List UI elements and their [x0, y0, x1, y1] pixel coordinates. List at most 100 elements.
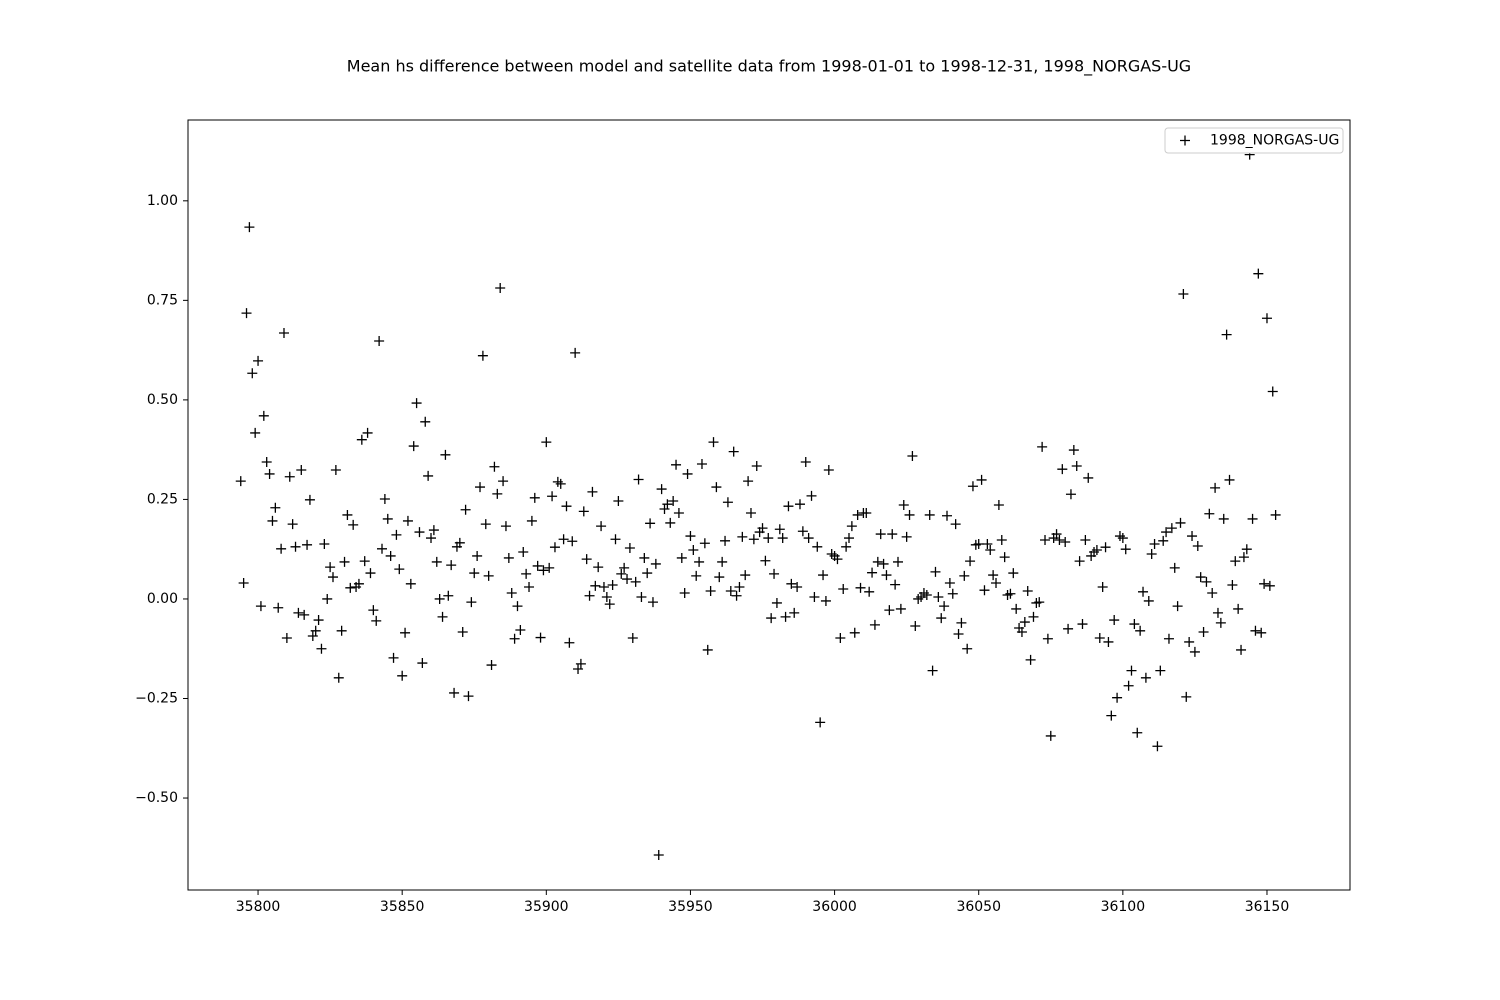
point — [950, 519, 961, 530]
point — [806, 490, 817, 501]
point — [524, 582, 535, 593]
point — [714, 572, 725, 583]
point — [457, 627, 468, 638]
point — [731, 590, 742, 601]
point — [1077, 619, 1088, 630]
point — [267, 515, 278, 526]
point — [1103, 636, 1114, 647]
point — [313, 615, 324, 626]
point — [668, 496, 679, 507]
point — [1224, 474, 1235, 485]
point — [1060, 537, 1071, 548]
point — [1057, 464, 1068, 475]
point — [1132, 727, 1143, 738]
point — [1221, 329, 1232, 340]
point — [1054, 535, 1065, 546]
point — [740, 570, 751, 581]
point — [264, 468, 275, 479]
point — [547, 491, 558, 502]
point — [573, 664, 584, 675]
y-tick-label: −0.25 — [135, 690, 178, 706]
point — [247, 368, 258, 379]
point — [1233, 603, 1244, 614]
point — [679, 587, 690, 598]
point — [650, 558, 661, 569]
point — [570, 347, 581, 358]
point — [999, 552, 1010, 563]
point — [561, 501, 572, 512]
point — [405, 578, 416, 589]
point — [1264, 580, 1275, 591]
point — [382, 513, 393, 524]
point — [535, 632, 546, 643]
point — [276, 543, 287, 554]
point — [397, 670, 408, 681]
point — [1068, 445, 1079, 456]
point — [1166, 523, 1177, 534]
point — [812, 541, 823, 552]
point — [1161, 527, 1172, 538]
point — [1198, 627, 1209, 638]
point — [639, 552, 650, 563]
point — [414, 527, 425, 538]
point — [645, 518, 656, 529]
point — [1270, 509, 1281, 520]
point — [1028, 611, 1039, 622]
point — [480, 519, 491, 530]
point — [1091, 544, 1102, 555]
point — [250, 427, 261, 438]
point — [443, 590, 454, 601]
x-tick-label: 36100 — [1101, 899, 1146, 915]
point — [1207, 587, 1218, 598]
point — [921, 589, 932, 600]
point — [1094, 632, 1105, 643]
point — [400, 627, 411, 638]
point — [1120, 544, 1131, 555]
point — [558, 534, 569, 545]
point — [1019, 617, 1030, 628]
point — [1181, 691, 1192, 702]
point — [843, 533, 854, 544]
point — [322, 593, 333, 604]
point — [1126, 665, 1137, 676]
y-tick-label: 0.50 — [147, 392, 178, 408]
point — [1117, 533, 1128, 544]
point — [327, 572, 338, 583]
point — [379, 494, 390, 505]
point — [1238, 552, 1249, 563]
point — [636, 591, 647, 602]
point — [1215, 617, 1226, 628]
point — [800, 457, 811, 468]
point — [526, 515, 537, 526]
point — [1201, 576, 1212, 587]
point — [794, 499, 805, 510]
point — [555, 478, 566, 489]
y-tick-label: −0.50 — [135, 790, 178, 806]
x-tick-label: 36050 — [956, 899, 1001, 915]
point — [1218, 513, 1229, 524]
point — [244, 222, 255, 233]
point — [818, 570, 829, 581]
point — [253, 355, 264, 366]
point — [1149, 539, 1160, 550]
point — [1100, 542, 1111, 553]
point — [423, 470, 434, 481]
point — [942, 510, 953, 521]
point — [567, 536, 578, 547]
point — [1192, 541, 1203, 552]
point — [956, 617, 967, 628]
point — [881, 570, 892, 581]
point — [469, 568, 480, 579]
point — [1034, 597, 1045, 608]
point — [449, 687, 460, 698]
point — [1063, 623, 1074, 634]
point — [495, 283, 506, 294]
point — [696, 458, 707, 469]
point — [394, 564, 405, 575]
point — [985, 544, 996, 555]
point — [835, 632, 846, 643]
point — [1123, 680, 1134, 691]
point — [991, 578, 1002, 589]
point — [391, 529, 402, 540]
point — [757, 523, 768, 534]
